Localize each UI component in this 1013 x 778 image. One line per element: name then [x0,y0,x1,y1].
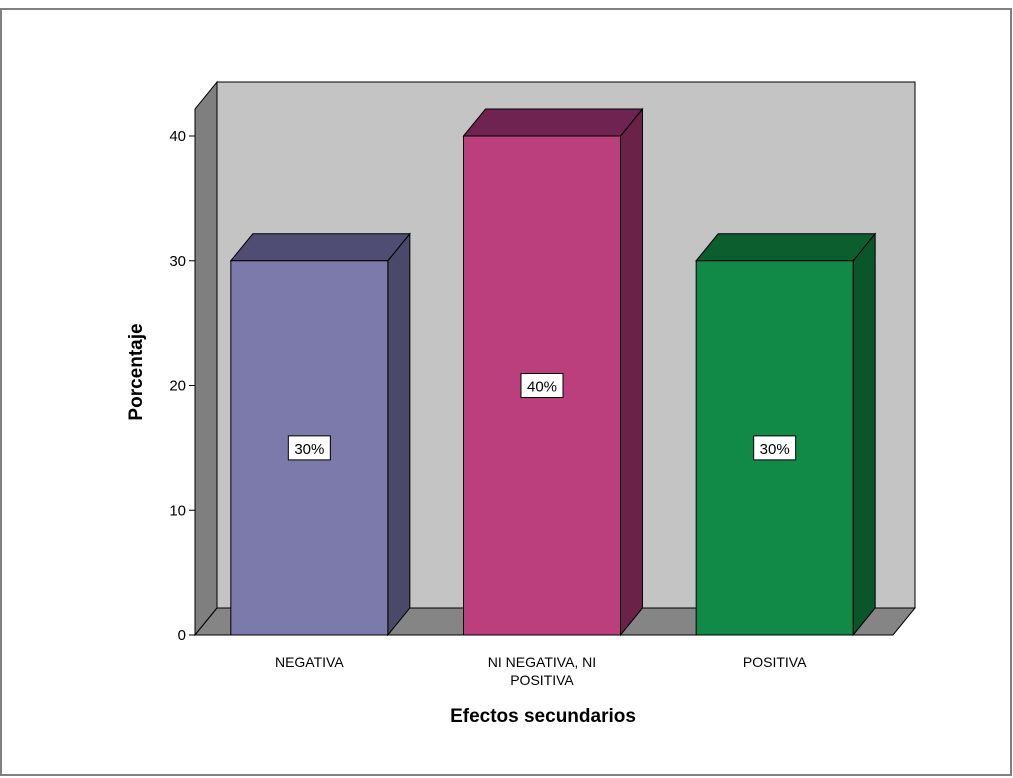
y-axis-title: Porcentaje [126,323,147,420]
data-label-box [753,435,797,461]
data-label-box [287,435,331,461]
bar-front [463,135,621,636]
data-label-text: 30% [294,441,324,458]
y-axis: 0 10 20 30 40 [169,128,195,644]
x-tick-label: NI NEGATIVA, NI POSITIVA [488,654,596,688]
bar-top [229,233,411,262]
data-label-text: 40% [527,379,557,396]
bar: 30% [229,232,411,637]
bar-side [852,232,876,637]
bar: 40% [462,107,644,637]
x-axis-title: Efectos secundarios [450,706,636,727]
y-tick-label: 0 [178,627,186,644]
y-tick-label: 10 [169,502,186,519]
y-tick-label: 30 [169,253,186,270]
x-tick-label-line: NEGATIVA [275,654,344,670]
side-wall [194,80,218,637]
x-tick-label: POSITIVA [743,654,807,670]
y-tick-label: 20 [169,378,186,395]
x-tick-label: NEGATIVA [275,654,344,670]
data-label: 30% [287,435,331,461]
x-tick-label-line: POSITIVA [510,672,574,688]
data-label: 30% [753,435,797,461]
data-label-box [520,373,564,398]
bars: 30% 40% 30% [229,107,877,637]
bar-top [462,108,644,137]
bar-top [695,233,877,262]
bar-side [620,107,643,637]
x-axis: NEGATIVA NI NEGATIVA, NI POSITIVA POSITIVA [275,654,807,688]
data-label: 40% [520,373,564,398]
bar-side [387,232,411,637]
x-tick-label-line: POSITIVA [743,654,807,670]
data-label-text: 30% [760,441,790,458]
y-tick-label: 40 [169,128,186,145]
bar: 30% [695,232,877,637]
x-tick-label-line: NI NEGATIVA, NI [488,654,596,670]
